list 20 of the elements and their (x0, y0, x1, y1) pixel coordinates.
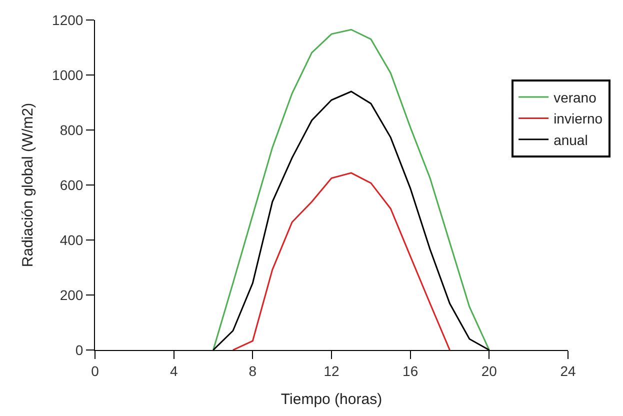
x-tick-label: 8 (248, 362, 257, 379)
y-tick-label: 1000 (52, 66, 84, 83)
legend-label: anual (554, 132, 588, 148)
y-tick-label: 600 (60, 176, 84, 193)
y-tick-label: 0 (75, 342, 84, 358)
x-tick-label: 16 (402, 362, 418, 379)
legend-label: verano (554, 89, 597, 106)
x-tick-label: 12 (324, 362, 340, 379)
y-tick-label: 800 (60, 122, 84, 138)
x-tick-label: 4 (170, 362, 178, 379)
x-tick-label: 0 (91, 362, 100, 379)
y-tick-label: 200 (60, 286, 84, 303)
x-tick-label: 20 (481, 362, 498, 379)
y-axis-title: Radiación global (W/m2) (19, 102, 36, 268)
x-axis-title: Tiempo (horas) (280, 390, 382, 408)
x-tick-label: 24 (560, 362, 576, 379)
y-tick-label: 400 (60, 232, 84, 248)
legend-label: invierno (554, 110, 603, 127)
y-tick-label: 1200 (52, 12, 84, 28)
line-series (232, 172, 450, 350)
